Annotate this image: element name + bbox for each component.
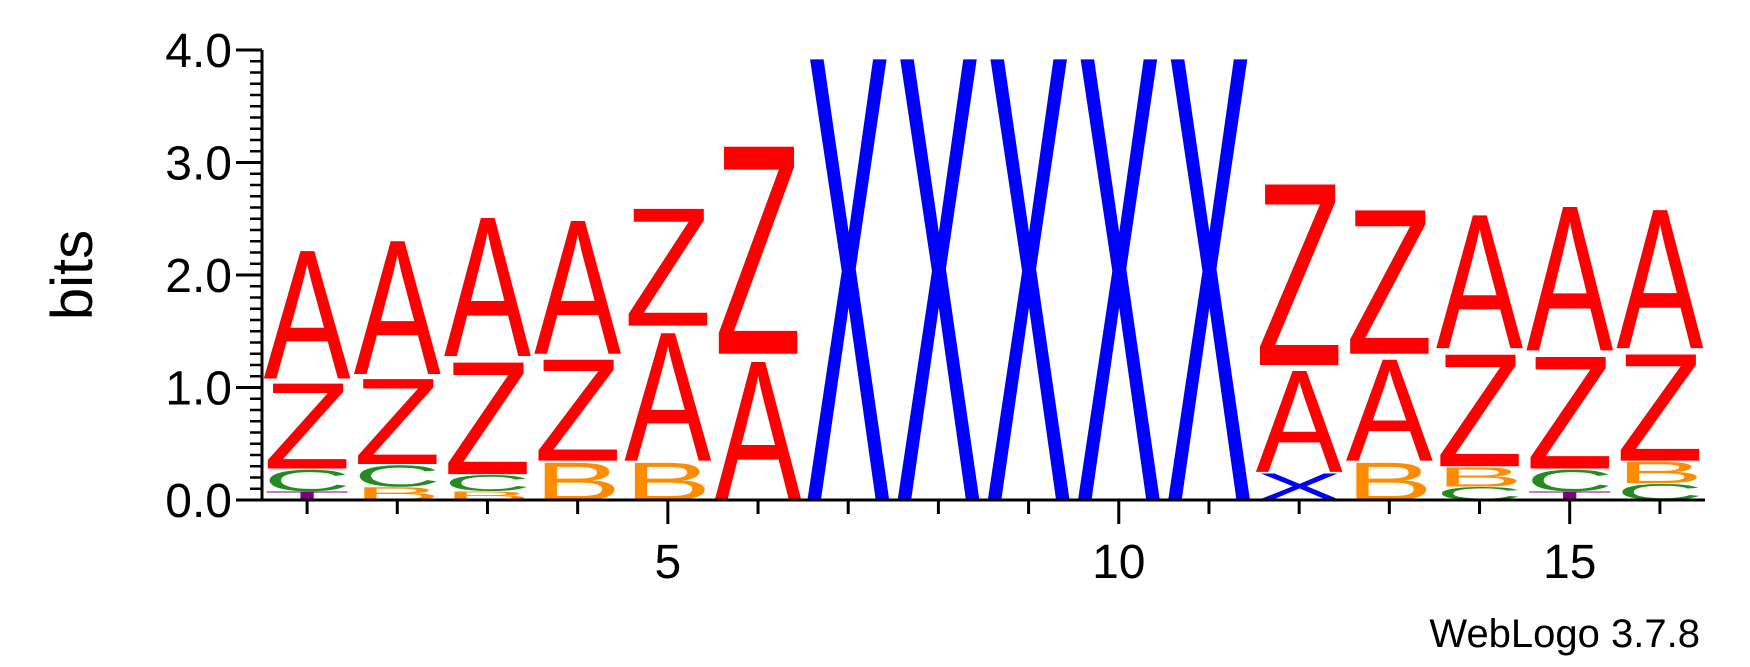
logo-letter-b: B xyxy=(1436,462,1523,493)
logo-letter-x: X xyxy=(804,0,891,636)
logo-letter-a: A xyxy=(1346,329,1433,493)
logo-letter-c: C xyxy=(1526,463,1613,498)
logo-letter-z: Z xyxy=(1436,321,1523,501)
logo-letter-x: X xyxy=(1165,0,1252,636)
logo-letter-a: A xyxy=(354,199,441,414)
logo-letter-c: C xyxy=(263,463,350,498)
logo-letter-a: A xyxy=(1256,340,1343,504)
logo-letter-b: B xyxy=(1616,456,1703,490)
logo-letter-z: Z xyxy=(1255,128,1342,421)
logo-letter-a: A xyxy=(264,211,351,418)
logo-letter-x: X xyxy=(985,0,1072,636)
x-ticks: 5 10 15 xyxy=(305,500,1662,589)
y-tick-label: 4.0 xyxy=(165,25,232,78)
logo-letter-z: Z xyxy=(1616,321,1703,494)
y-ticks: 0.0 1.0 2.0 3.0 4.0 xyxy=(165,25,262,528)
logo-letter-x: X xyxy=(895,0,982,636)
y-axis-title: bits xyxy=(40,230,105,320)
logo-letter-x: X xyxy=(1075,0,1162,636)
logo-letter-z: Z xyxy=(354,353,441,491)
logo-letter-a: A xyxy=(1526,162,1613,394)
logo-letter-z: Z xyxy=(1526,323,1613,503)
logo-letter-a: A xyxy=(1616,167,1703,391)
y-tick-label: 2.0 xyxy=(165,250,232,303)
weblogo-credit: WebLogo 3.7.8 xyxy=(1429,612,1700,656)
logo-letter-c: C xyxy=(354,459,441,494)
x-tick-label: 15 xyxy=(1543,536,1596,589)
x-tick-label: 5 xyxy=(654,536,681,589)
logo-letter-z: Z xyxy=(263,358,350,496)
logo-letter-z: Z xyxy=(444,329,531,509)
y-tick-label: 3.0 xyxy=(165,138,232,191)
logo-letter-a: A xyxy=(444,175,531,399)
logo-letter-z: Z xyxy=(534,328,621,492)
logo-letter-z: Z xyxy=(714,82,801,418)
chart-axes: 0.0 1.0 2.0 3.0 4.0 5 10 15 xyxy=(165,25,1705,589)
logo-letter-a: A xyxy=(1436,174,1523,389)
logo-letter-z: Z xyxy=(1346,165,1433,398)
logo-letter-a: A xyxy=(534,179,621,394)
y-tick-label: 0.0 xyxy=(165,475,232,528)
x-tick-label: 10 xyxy=(1092,536,1145,589)
logo-letter-z: Z xyxy=(624,173,711,362)
logo-letter-a: A xyxy=(624,293,711,500)
logo-letter-c: C xyxy=(444,470,531,496)
y-tick-label: 1.0 xyxy=(165,363,232,416)
